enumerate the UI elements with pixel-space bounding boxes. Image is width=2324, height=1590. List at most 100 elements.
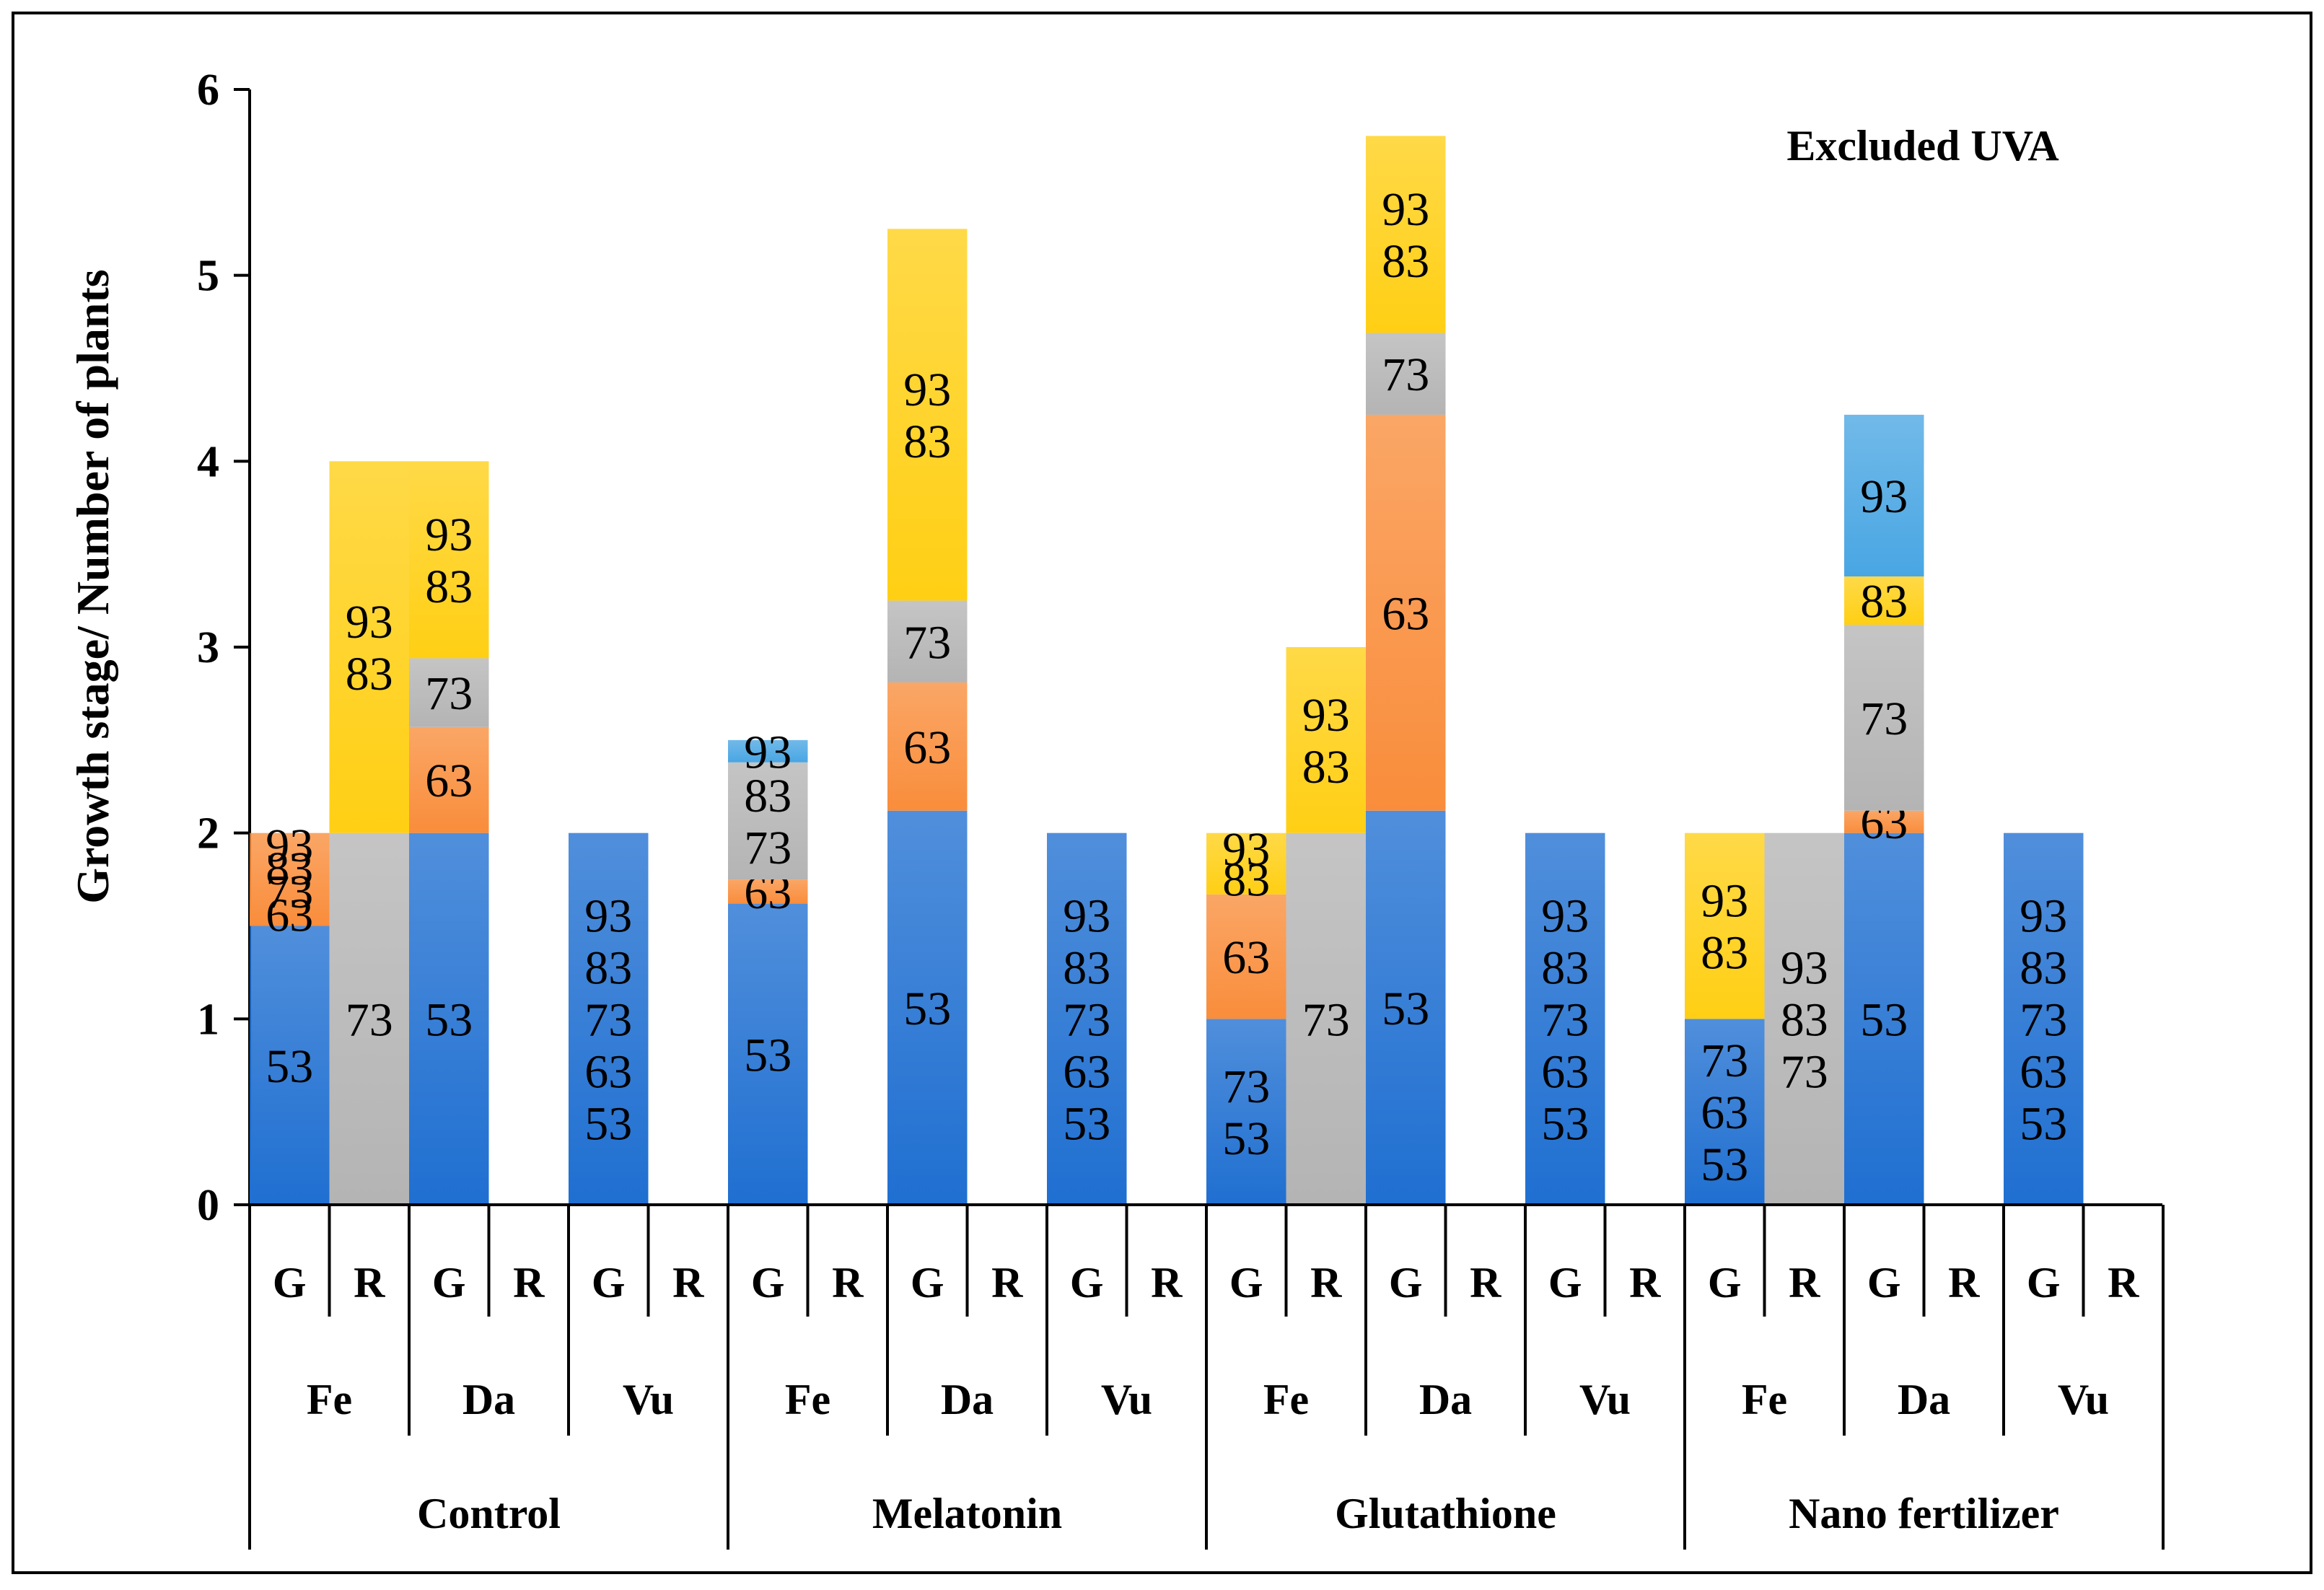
- bar-segment-53: [1685, 1019, 1765, 1205]
- stage-label: 93: [266, 820, 313, 872]
- stage-label: 73: [1541, 993, 1589, 1046]
- sub-label: R: [513, 1259, 545, 1306]
- y-tick-label: 2: [197, 809, 219, 858]
- bar-segment-53: [1366, 810, 1446, 1205]
- sub-label: R: [1470, 1259, 1501, 1306]
- bar-segment-53: [250, 926, 330, 1205]
- bar-segment-73: [1844, 625, 1924, 811]
- stage-label: 63: [1382, 587, 1429, 640]
- bar-segment-53: [1206, 1019, 1286, 1205]
- stage-label: 93: [903, 364, 951, 416]
- sub-label: G: [911, 1259, 944, 1306]
- stage-label: 73: [903, 616, 951, 669]
- stage-label: 73: [744, 822, 792, 874]
- y-tick-label: 4: [197, 437, 219, 486]
- bar-segment-83: [329, 461, 409, 833]
- y-axis-label: Growth stage/ Number of plants: [67, 269, 118, 903]
- bar-segment-53: [1047, 833, 1127, 1205]
- stage-label: 93: [584, 890, 632, 942]
- sub-label: G: [1867, 1259, 1901, 1306]
- stage-label: 93: [346, 596, 393, 649]
- bar-segment-63: [250, 833, 330, 926]
- stage-label: 73: [1781, 1045, 1828, 1098]
- sub-label: R: [1629, 1259, 1661, 1306]
- bar-segment-73: [409, 658, 489, 727]
- stage-label: 73: [1302, 993, 1350, 1046]
- stage-label: 53: [1222, 1112, 1270, 1165]
- stage-label: 93: [1701, 875, 1748, 928]
- stage-label: 93: [1222, 823, 1270, 876]
- stage-label: 53: [744, 1029, 792, 1081]
- y-tick-label: 5: [197, 252, 219, 301]
- bar-segment-73: [728, 762, 808, 880]
- x-axis-table: G R G R G R G R G R G R G R G R G R G R G R G RFe Da Vu Fe Da Vu Fe Da…: [248, 1203, 2165, 1550]
- y-tick-label: 3: [197, 623, 219, 672]
- species-label: Fe: [785, 1376, 830, 1423]
- sub-label: G: [2027, 1259, 2061, 1306]
- stage-label: 93: [1302, 689, 1350, 742]
- sub-label: G: [432, 1259, 466, 1306]
- stage-label: 73: [266, 866, 313, 918]
- bar-segment-83: [1206, 833, 1286, 895]
- stage-label: 93: [2020, 890, 2067, 942]
- stage-label: 53: [903, 983, 951, 1035]
- stage-label: 73: [1222, 1060, 1270, 1113]
- stage-label: 83: [1222, 853, 1270, 906]
- bar-segment-73: [1764, 833, 1844, 1205]
- stage-label: 53: [584, 1097, 632, 1150]
- sub-label: R: [832, 1259, 864, 1306]
- bar-segment-53: [1844, 833, 1924, 1205]
- species-label: Da: [462, 1376, 515, 1423]
- species-label: Fe: [307, 1376, 352, 1423]
- sub-label: R: [1789, 1259, 1820, 1306]
- stage-label: 83: [346, 648, 393, 700]
- y-axis: 0 1 2 3 4 5 6: [197, 66, 251, 1230]
- species-label: Vu: [1101, 1376, 1152, 1423]
- bar-segment-73: [887, 600, 968, 682]
- bar-segment-63: [728, 879, 808, 904]
- sub-label: R: [1310, 1259, 1342, 1306]
- y-tick-label: 0: [197, 1181, 219, 1230]
- bar-segment-73: [1366, 333, 1446, 415]
- bar-segment-83: [409, 461, 489, 659]
- bar-segment-93: [1844, 414, 1924, 577]
- stage-label: 63: [1222, 931, 1270, 984]
- group-label: Nano fertilizer: [1789, 1490, 2059, 1537]
- stage-label: 63: [266, 889, 313, 941]
- stage-label: 63: [1541, 1045, 1589, 1098]
- sub-label: G: [751, 1259, 785, 1306]
- sub-label: R: [354, 1259, 385, 1306]
- sub-label: R: [672, 1259, 704, 1306]
- species-label: Da: [1419, 1376, 1472, 1423]
- bar-segment-53: [887, 810, 968, 1205]
- stage-label: 63: [584, 1045, 632, 1098]
- bar-segment-83: [1286, 647, 1366, 833]
- species-label: Vu: [623, 1376, 674, 1423]
- sub-label: G: [1389, 1259, 1423, 1306]
- species-label: Vu: [2058, 1376, 2109, 1423]
- bar-segment-53: [1525, 833, 1605, 1205]
- chart-title: Excluded UVA: [1786, 122, 2058, 170]
- stage-label: 93: [1063, 890, 1110, 942]
- bar-segment-63: [409, 726, 489, 833]
- bar-segment-83: [1844, 576, 1924, 625]
- stage-label: 53: [1860, 993, 1908, 1046]
- bar-segment-73: [1286, 833, 1366, 1205]
- stage-label: 93: [1781, 941, 1828, 994]
- bar-segment-83: [1685, 833, 1765, 1019]
- stage-label: 83: [1063, 941, 1110, 994]
- stage-label: 83: [266, 843, 313, 895]
- stage-label: 93: [744, 726, 792, 778]
- stage-label: 53: [1541, 1097, 1589, 1150]
- stage-label: 73: [1701, 1035, 1748, 1087]
- group-label: Melatonin: [872, 1490, 1062, 1537]
- stage-label: 63: [903, 721, 951, 774]
- stage-label: 73: [584, 993, 632, 1046]
- sub-label: G: [1708, 1259, 1742, 1306]
- stage-label: 73: [346, 993, 393, 1046]
- species-label: Da: [941, 1376, 994, 1423]
- sub-label: R: [991, 1259, 1023, 1306]
- stage-label: 83: [1701, 927, 1748, 980]
- species-label: Fe: [1263, 1376, 1309, 1423]
